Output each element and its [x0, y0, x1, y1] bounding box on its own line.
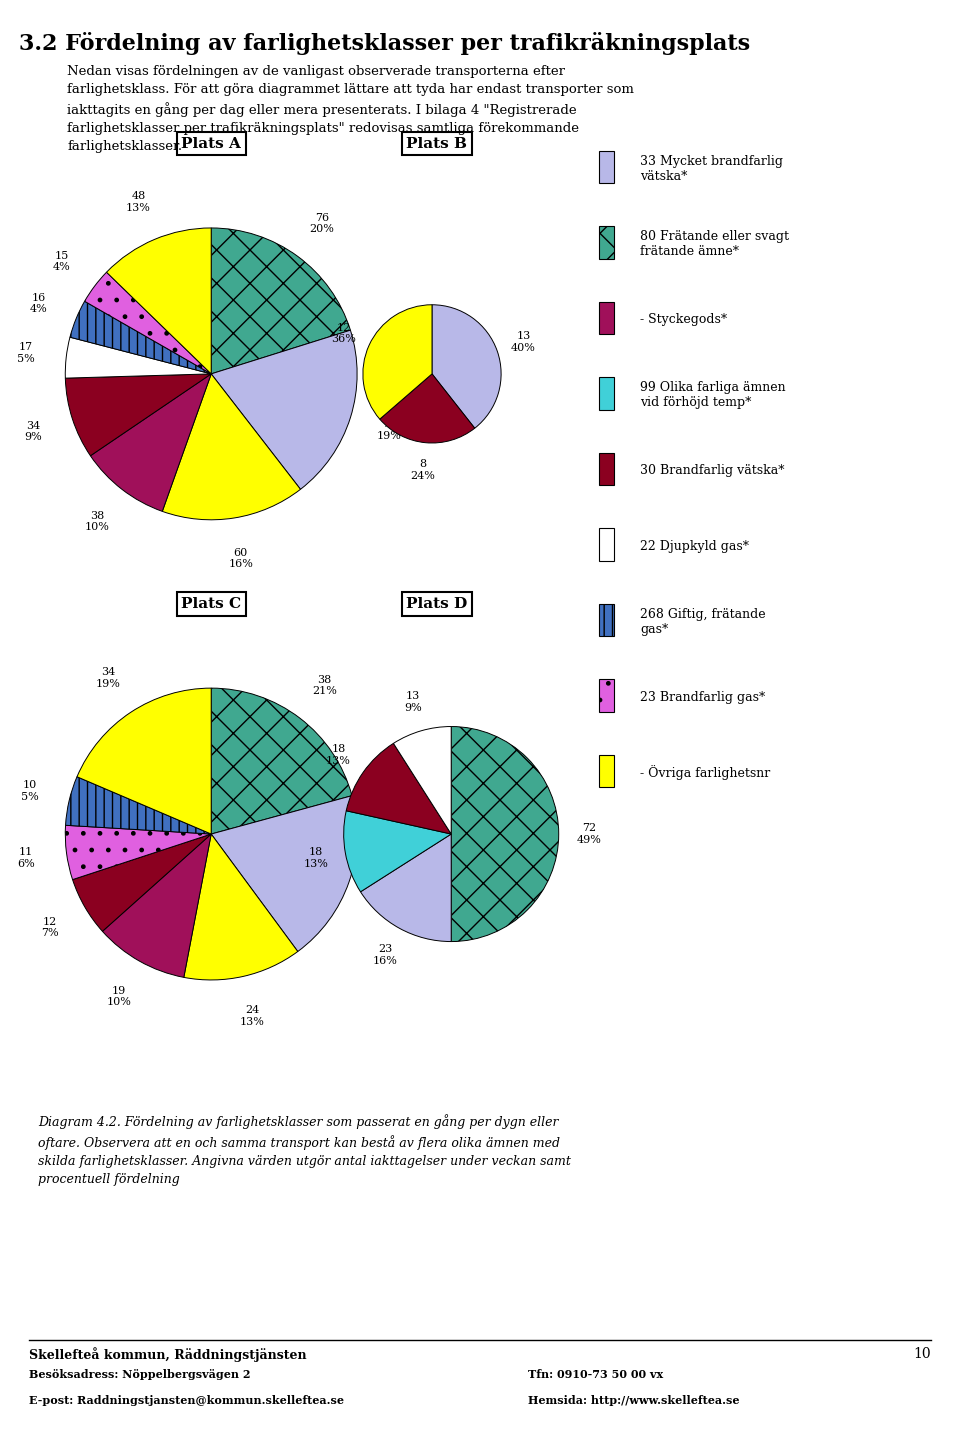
Text: 22 Djupkyld gas*: 22 Djupkyld gas* [640, 539, 749, 554]
Wedge shape [183, 834, 298, 979]
Wedge shape [73, 834, 211, 932]
Text: 15
4%: 15 4% [53, 250, 71, 272]
Text: Plats A: Plats A [181, 137, 241, 151]
Text: 99 Olika farliga ämnen
vid förhöjd temp*: 99 Olika farliga ämnen vid förhöjd temp* [640, 381, 785, 410]
Text: Hemsida: http://www.skelleftea.se: Hemsida: http://www.skelleftea.se [528, 1395, 739, 1406]
Wedge shape [107, 229, 211, 374]
Text: 13
9%: 13 9% [404, 692, 421, 713]
Text: 19
10%: 19 10% [107, 986, 132, 1008]
Wedge shape [344, 811, 451, 892]
Text: Tfn: 0910-73 50 00 vx: Tfn: 0910-73 50 00 vx [528, 1369, 663, 1380]
Wedge shape [211, 795, 357, 952]
Text: 48
13%: 48 13% [126, 191, 151, 213]
Wedge shape [347, 743, 451, 834]
Text: Plats C: Plats C [181, 597, 241, 611]
FancyBboxPatch shape [599, 226, 614, 259]
Text: Diagram 4.2. Fördelning av farlighetsklasser som passerat en gång per dygn eller: Diagram 4.2. Fördelning av farlighetskla… [38, 1114, 571, 1186]
Wedge shape [380, 374, 475, 443]
Text: 268 Giftig, frätande
gas*: 268 Giftig, frätande gas* [640, 608, 766, 636]
Text: 73
19%: 73 19% [377, 418, 402, 440]
Text: 23 Brandfarlig gas*: 23 Brandfarlig gas* [640, 690, 765, 705]
FancyBboxPatch shape [599, 679, 614, 712]
Text: - Övriga farlighetsnr: - Övriga farlighetsnr [640, 765, 770, 781]
Wedge shape [432, 305, 501, 429]
Text: 23
16%: 23 16% [372, 943, 397, 965]
Wedge shape [65, 336, 211, 378]
Text: 24
13%: 24 13% [240, 1005, 265, 1027]
Text: 17
5%: 17 5% [16, 342, 35, 364]
Text: 12
7%: 12 7% [40, 916, 59, 938]
Text: 33 Mycket brandfarlig
vätska*: 33 Mycket brandfarlig vätska* [640, 155, 783, 183]
Text: 16
4%: 16 4% [30, 292, 47, 313]
FancyBboxPatch shape [599, 529, 614, 561]
Text: 18
13%: 18 13% [303, 847, 328, 869]
Text: 38
21%: 38 21% [312, 674, 337, 696]
Text: 76
20%: 76 20% [309, 213, 334, 234]
Text: 72
49%: 72 49% [576, 823, 601, 846]
FancyBboxPatch shape [599, 755, 614, 788]
FancyBboxPatch shape [599, 151, 614, 184]
Wedge shape [361, 834, 451, 942]
FancyBboxPatch shape [599, 604, 614, 637]
Text: 18
13%: 18 13% [326, 745, 351, 766]
Text: Plats B: Plats B [406, 137, 468, 151]
FancyBboxPatch shape [599, 377, 614, 410]
Text: Skellefteå kommun, Räddningstjänsten: Skellefteå kommun, Räddningstjänsten [29, 1347, 306, 1362]
Text: 60
16%: 60 16% [228, 548, 253, 569]
Text: - Styckegods*: - Styckegods* [640, 313, 728, 326]
Text: Nedan visas fördelningen av de vanligast observerade transporterna efter
farligh: Nedan visas fördelningen av de vanligast… [67, 65, 634, 152]
Text: 30 Brandfarlig vätska*: 30 Brandfarlig vätska* [640, 464, 784, 477]
Text: 35
19%: 35 19% [375, 884, 400, 906]
Text: 3.2 Fördelning av farlighetsklasser per trafikräkningsplats: 3.2 Fördelning av farlighetsklasser per … [19, 32, 751, 55]
Wedge shape [211, 331, 357, 489]
Text: 10
5%: 10 5% [20, 781, 38, 802]
Text: Besöksadress: Nöppelbergsvägen 2: Besöksadress: Nöppelbergsvägen 2 [29, 1369, 251, 1380]
Wedge shape [65, 374, 211, 456]
Wedge shape [84, 272, 211, 374]
Wedge shape [451, 726, 559, 942]
Text: 80 Frätande eller svagt
frätande ämne*: 80 Frätande eller svagt frätande ämne* [640, 230, 789, 259]
Wedge shape [70, 302, 211, 374]
Wedge shape [162, 374, 300, 519]
Text: 13
40%: 13 40% [511, 331, 536, 354]
Text: 11
6%: 11 6% [17, 847, 35, 869]
Wedge shape [77, 689, 211, 834]
Text: 8
24%: 8 24% [410, 459, 435, 480]
FancyBboxPatch shape [599, 453, 614, 486]
Text: 38
10%: 38 10% [84, 510, 109, 532]
Text: 10: 10 [914, 1347, 931, 1362]
Text: Plats D: Plats D [406, 597, 468, 611]
Wedge shape [65, 777, 211, 834]
FancyBboxPatch shape [599, 302, 614, 335]
Wedge shape [90, 374, 211, 512]
Text: E-post: Raddningstjansten@kommun.skelleftea.se: E-post: Raddningstjansten@kommun.skellef… [29, 1395, 344, 1406]
Wedge shape [394, 726, 451, 834]
Wedge shape [363, 305, 432, 418]
Text: 34
9%: 34 9% [25, 420, 42, 441]
Wedge shape [211, 229, 350, 374]
Wedge shape [103, 834, 211, 978]
Wedge shape [65, 825, 211, 880]
Wedge shape [211, 689, 352, 834]
Text: 34
19%: 34 19% [96, 667, 121, 689]
Text: 12
36%: 12 36% [331, 324, 356, 345]
